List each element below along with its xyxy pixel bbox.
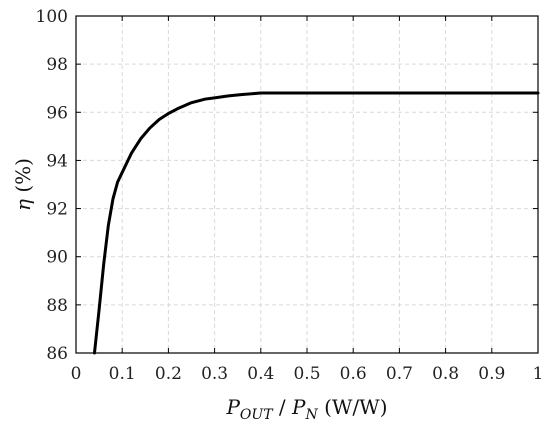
y-tick-label: 90: [46, 248, 68, 268]
x-tick-label: 0.1: [109, 364, 136, 384]
y-tick-label: 100: [36, 7, 68, 27]
y-tick-label: 92: [46, 200, 68, 220]
y-tick-label: 86: [46, 344, 68, 364]
x-tick-labels: 0 0.1 0.2 0.3 0.4 0.5 0.6 0.7 0.8 0.9 1: [71, 364, 544, 384]
x-tick-label: 0.9: [478, 364, 505, 384]
x-tick-label: 0.7: [386, 364, 413, 384]
x-tick-label: 1: [533, 364, 544, 384]
x-axis-label: POUT / PN (W/W): [225, 395, 387, 423]
grid: [76, 16, 538, 353]
x-tick-label: 0.3: [201, 364, 228, 384]
efficiency-curve: [92, 91, 540, 355]
plot-frame: [75, 15, 539, 354]
x-tick-label: 0.6: [340, 364, 367, 384]
y-tick-label: 94: [46, 151, 68, 171]
y-tick-label: 88: [46, 296, 68, 316]
x-tick-label: 0.4: [247, 364, 274, 384]
x-tick-label: 0.8: [432, 364, 459, 384]
x-tick-label: 0.2: [155, 364, 182, 384]
y-tick-label: 96: [46, 103, 68, 123]
y-tick-label: 98: [46, 55, 68, 75]
x-tick-label: 0.5: [293, 364, 320, 384]
y-tick-labels: 86 88 90 92 94 96 98 100: [36, 7, 68, 364]
x-tick-label: 0: [71, 364, 82, 384]
y-axis-label: η (%): [11, 158, 35, 211]
